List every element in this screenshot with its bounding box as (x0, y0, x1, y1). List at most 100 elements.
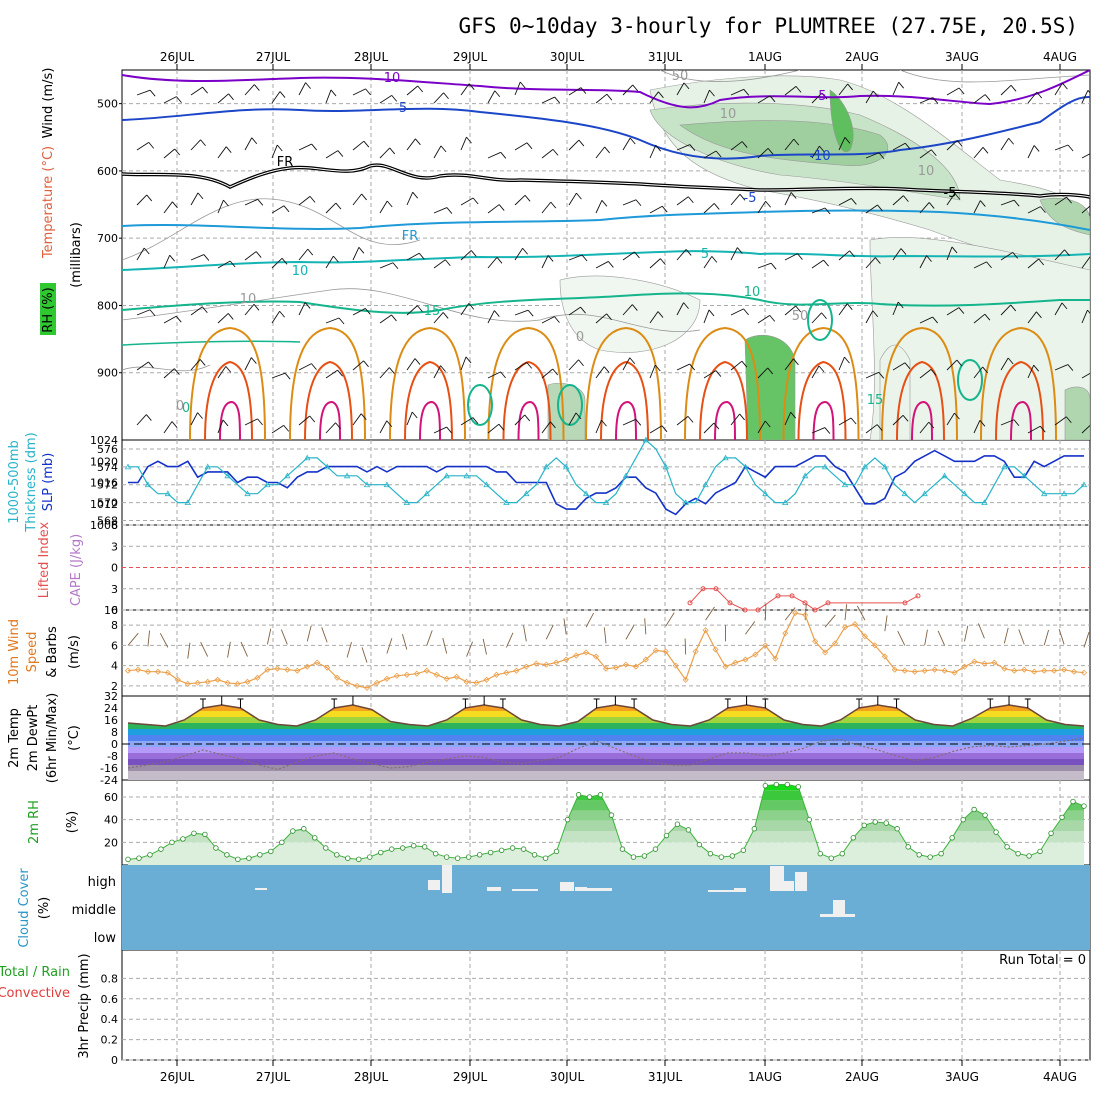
rh-point (564, 816, 571, 823)
wind-barb (568, 139, 585, 151)
warm-loop-inner (502, 360, 552, 440)
barb-flag (411, 411, 418, 419)
barb-staff (298, 196, 311, 206)
wind10-point (344, 679, 351, 686)
thickness-point (343, 472, 351, 479)
wind-barb (730, 413, 745, 426)
date-top-26JUL: 26JUL (160, 50, 195, 64)
barb-staff (190, 254, 205, 261)
wind10-point (752, 651, 759, 658)
warm-loop-inner (896, 360, 945, 440)
barb-staff (649, 364, 656, 379)
wind10-point (563, 656, 570, 663)
barb-flag (926, 255, 932, 262)
barb-flag (930, 149, 937, 157)
wind-barb (622, 84, 639, 96)
barb-staff (271, 372, 286, 379)
wind10-point (583, 649, 590, 656)
ylabel-millibars: (millibars) (69, 222, 84, 288)
barb-flag (148, 361, 154, 369)
warm-loop-core (615, 400, 637, 440)
warm-loop-inner (699, 360, 748, 440)
thickness-point (1060, 490, 1068, 497)
barb-staff (703, 203, 715, 214)
barb-flag (687, 196, 694, 204)
barb-flag (951, 246, 958, 254)
barb-flag (466, 136, 472, 144)
wind-barb (676, 144, 696, 151)
date-bottom-2AUG: 2AUG (845, 1070, 879, 1084)
barb-staff (595, 313, 607, 324)
barb-staff (244, 303, 255, 316)
barb-flag (257, 199, 264, 206)
ylabel-thickness-a: 1000-500mb (7, 440, 22, 524)
wind-barb (676, 363, 696, 371)
cloud-panel: high middle low (72, 865, 1090, 950)
barb-flag (956, 140, 963, 147)
wind-barb (487, 204, 505, 214)
barb-flag (898, 81, 905, 89)
barb-flag (337, 369, 343, 377)
wind-barb (433, 365, 446, 379)
wind-barb (190, 412, 203, 426)
barb-staff (541, 421, 551, 434)
warm-loop-inner (404, 360, 453, 440)
rh-point (169, 839, 175, 846)
barb-flag (225, 366, 232, 373)
barb-flag (199, 359, 206, 366)
barb-staff (487, 310, 495, 324)
rh-point (1026, 853, 1032, 859)
temp-band (128, 747, 1084, 753)
barb-flag (500, 152, 507, 159)
rh-point (356, 856, 362, 863)
wind-barb (460, 417, 479, 426)
rh-shade-4 (744, 334, 796, 440)
barb-flag (770, 262, 777, 270)
barb-staff (568, 359, 579, 371)
wind10-barb (884, 615, 888, 632)
barb-flag (470, 250, 477, 257)
barb-flag (982, 366, 988, 374)
barb-staff (703, 422, 715, 434)
wind-barb (244, 137, 258, 151)
wind-barb (1027, 206, 1046, 214)
wind-barb (541, 368, 559, 379)
barb-staff (676, 196, 689, 206)
date-bottom-26JUL: 26JUL (160, 1070, 195, 1084)
rh-contour-3 (899, 70, 1090, 83)
barb-staff (514, 248, 524, 261)
barb-flag (958, 307, 965, 314)
barb-flag (174, 148, 181, 156)
date-bottom-27JUL: 27JUL (256, 1070, 291, 1084)
barb-flag (468, 83, 475, 90)
barb-staff (379, 94, 392, 104)
wind-barb (298, 363, 317, 371)
barb-staff (676, 363, 690, 371)
barb-staff (919, 202, 930, 214)
ytick-wind-2: 2 (111, 680, 118, 693)
barb-staff (379, 367, 390, 379)
wind10-point (463, 678, 470, 685)
rh-band (128, 842, 1084, 865)
wind10-point (423, 667, 430, 674)
dewpoint-line (127, 737, 1085, 771)
wind10-barb (684, 638, 687, 655)
rh-point (586, 794, 593, 800)
rh-shade-3 (829, 89, 854, 153)
wind-barb (1000, 251, 1019, 261)
barb-flag (442, 312, 449, 319)
wind-barb (298, 415, 316, 426)
wind10-point (831, 640, 839, 647)
wind-barb (811, 92, 828, 104)
wind10-barb (240, 641, 248, 657)
wind-barb (622, 251, 640, 261)
wind10-barb (187, 642, 191, 659)
thickness-point (1080, 481, 1088, 488)
temp-band (128, 723, 1084, 729)
cloud-bar (487, 887, 501, 891)
wind-barb (298, 196, 316, 206)
wind-barb (487, 423, 505, 434)
barb-flag (900, 248, 907, 255)
barb-flag (222, 419, 229, 427)
barb-flag (307, 248, 314, 256)
